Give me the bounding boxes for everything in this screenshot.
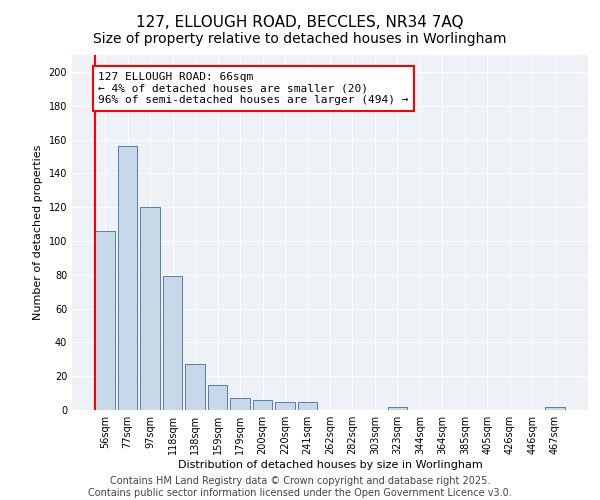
Bar xyxy=(140,207,160,410)
Bar xyxy=(545,406,565,410)
Bar xyxy=(163,276,182,410)
X-axis label: Distribution of detached houses by size in Worlingham: Distribution of detached houses by size … xyxy=(178,460,482,470)
Bar xyxy=(230,398,250,410)
Bar xyxy=(185,364,205,410)
Bar xyxy=(253,400,272,410)
Text: 127 ELLOUGH ROAD: 66sqm
← 4% of detached houses are smaller (20)
96% of semi-det: 127 ELLOUGH ROAD: 66sqm ← 4% of detached… xyxy=(98,72,409,105)
Bar xyxy=(388,406,407,410)
Text: Contains HM Land Registry data © Crown copyright and database right 2025.
Contai: Contains HM Land Registry data © Crown c… xyxy=(88,476,512,498)
Text: Size of property relative to detached houses in Worlingham: Size of property relative to detached ho… xyxy=(93,32,507,46)
Bar xyxy=(275,402,295,410)
Bar xyxy=(118,146,137,410)
Text: 127, ELLOUGH ROAD, BECCLES, NR34 7AQ: 127, ELLOUGH ROAD, BECCLES, NR34 7AQ xyxy=(136,15,464,30)
Y-axis label: Number of detached properties: Number of detached properties xyxy=(33,145,43,320)
Bar xyxy=(298,402,317,410)
Bar xyxy=(208,384,227,410)
Bar xyxy=(95,231,115,410)
